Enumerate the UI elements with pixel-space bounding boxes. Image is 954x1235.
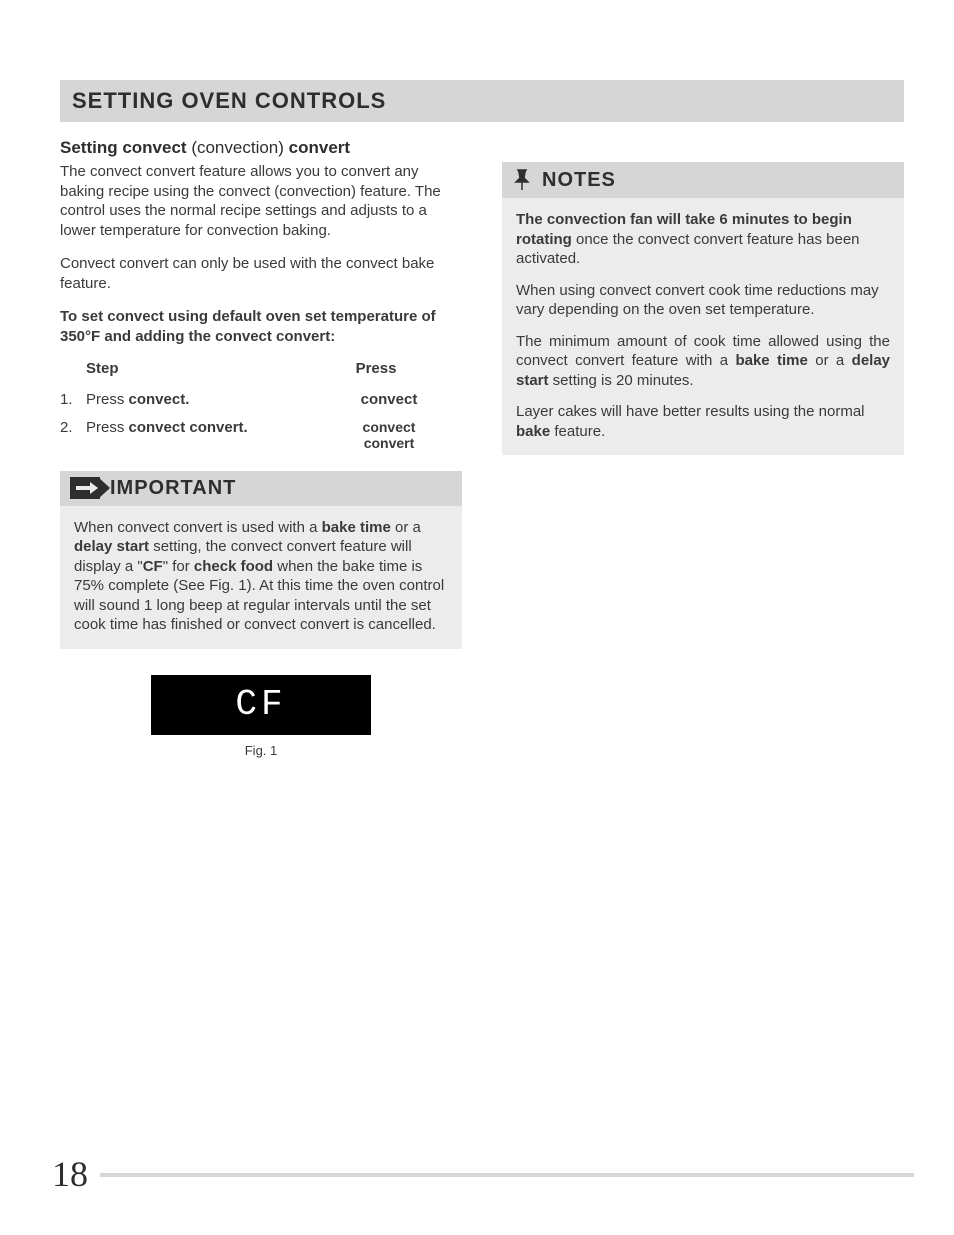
instruction-heading: To set convect using default oven set te… (60, 307, 462, 346)
t: bake (516, 423, 550, 440)
important-text: When convect convert is used with a bake… (74, 518, 448, 635)
step-row: 1. Press convect. convect (60, 391, 462, 408)
t: " for (163, 558, 194, 575)
intro-paragraph-2: Convect convert can only be used with th… (60, 254, 462, 293)
step-press: convect (316, 391, 462, 408)
notes-p2: When using convect convert cook time red… (516, 281, 890, 320)
footer-rule (100, 1173, 914, 1177)
steps-table: Step Press 1. Press convect. convect 2. … (60, 360, 462, 451)
notes-body: The convection fan will take 6 minutes t… (502, 198, 904, 455)
intro-paragraph-1: The convect convert feature allows you t… (60, 162, 462, 240)
step-text-bold: convect. (129, 391, 190, 408)
pushpin-icon (512, 168, 532, 192)
notes-p4: Layer cakes will have better results usi… (516, 402, 890, 441)
step-text-pre: Press (86, 391, 129, 408)
section-title-bar: SETTING OVEN CONTROLS (60, 80, 904, 122)
figure-caption: Fig. 1 (60, 743, 462, 758)
steps-header-step: Step (60, 360, 290, 377)
t: delay start (74, 538, 149, 555)
notes-label: NOTES (542, 169, 616, 192)
t: or a (391, 519, 421, 536)
step-row: 2. Press convect convert. convect conver… (60, 419, 462, 451)
step-number: 1. (60, 391, 86, 408)
t: Layer cakes will have better results usi… (516, 403, 865, 420)
notes-p3: The minimum amount of cook time allowed … (516, 332, 890, 391)
t: setting is 20 minutes. (549, 372, 694, 389)
step-text: Press convect convert. (86, 419, 316, 436)
subhead-part-2: convert (289, 138, 350, 157)
oven-display: CF (151, 675, 371, 735)
page-number: 18 (52, 1153, 88, 1195)
step-number: 2. (60, 419, 86, 436)
section-title: SETTING OVEN CONTROLS (72, 88, 892, 114)
t: bake time (322, 519, 391, 536)
important-body: When convect convert is used with a bake… (60, 506, 462, 649)
steps-header-press: Press (290, 360, 462, 377)
t: check food (194, 558, 273, 575)
t: feature. (550, 423, 605, 440)
important-callout: IMPORTANT When convect convert is used w… (60, 471, 462, 649)
t: or a (808, 352, 852, 369)
steps-header: Step Press (60, 360, 462, 377)
important-header: IMPORTANT (60, 471, 462, 506)
notes-callout: NOTES The convection fan will take 6 min… (502, 162, 904, 455)
arrow-icon (70, 477, 100, 499)
right-column: NOTES The convection fan will take 6 min… (502, 138, 904, 758)
subhead-paren: (convection) (187, 138, 289, 157)
display-text: CF (235, 684, 286, 725)
notes-p1: The convection fan will take 6 minutes t… (516, 210, 890, 269)
step-text: Press convect. (86, 391, 316, 408)
t: When convect convert is used with a (74, 519, 322, 536)
important-label: IMPORTANT (110, 477, 236, 500)
t: CF (143, 558, 163, 575)
figure-1: CF Fig. 1 (60, 675, 462, 758)
subheading: Setting convect (convection) convert (60, 138, 462, 158)
subhead-part-1: Setting convect (60, 138, 187, 157)
t: bake time (735, 352, 807, 369)
notes-header: NOTES (502, 162, 904, 198)
step-press: convect convert (316, 419, 462, 451)
left-column: Setting convect (convection) convert The… (60, 138, 462, 758)
step-text-bold: convect convert. (129, 419, 248, 436)
step-text-pre: Press (86, 419, 129, 436)
